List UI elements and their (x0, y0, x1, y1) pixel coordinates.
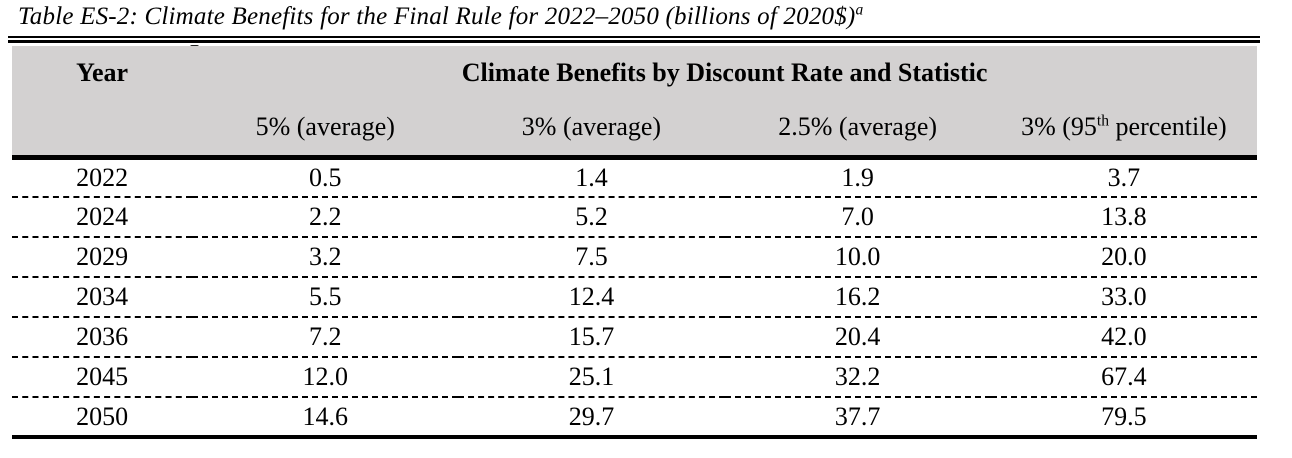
table-row-2036: 2036 7.2 15.7 20.4 42.0 (12, 316, 1257, 357)
col-header-spacer (12, 100, 193, 160)
table-header: Year Climate Benefits by Discount Rate a… (12, 46, 1257, 160)
value-cell: 7.0 (724, 196, 991, 237)
table-title-text: Table ES-2: Climate Benefits for the Fin… (18, 3, 856, 30)
year-cell: 2034 (12, 276, 193, 317)
value-cell: 5.5 (192, 276, 459, 317)
value-cell: 20.0 (990, 236, 1257, 277)
col-header-3pct-average: 3% (average) (458, 100, 725, 160)
year-cell: 2022 (76, 162, 129, 192)
year-cell: 2045 (12, 356, 193, 397)
title-double-rule (8, 36, 1260, 43)
value-cell: 3.7 (1107, 162, 1141, 192)
value-cell: 14.6 (192, 396, 459, 439)
value-cell: 32.2 (724, 356, 991, 397)
value-cell: 7.5 (458, 236, 725, 277)
climate-benefits-table: Year Climate Benefits by Discount Rate a… (12, 46, 1257, 439)
table-row-2050: 2050 14.6 29.7 37.7 79.5 (12, 396, 1257, 439)
value-cell: 20.4 (724, 316, 991, 357)
value-cell: 67.4 (990, 356, 1257, 397)
footnote-marker-a: a (855, 1, 864, 19)
value-cell: 1.4 (575, 162, 608, 192)
header-group-row: Year Climate Benefits by Discount Rate a… (12, 46, 1257, 100)
col-header-5pct-average: 5% (average) (192, 100, 459, 160)
value-cell: 15.7 (458, 316, 725, 357)
value-cell: 1.9 (841, 162, 874, 192)
header-columns-row: 5% (average) 3% (average) 2.5% (average)… (12, 100, 1257, 160)
value-cell: 5.2 (458, 196, 725, 237)
year-cell: 2024 (12, 196, 193, 237)
value-cell: 3.2 (192, 236, 459, 277)
table-row-2029: 2029 3.2 7.5 10.0 20.0 (12, 236, 1257, 277)
year-cell: 2050 (12, 396, 193, 439)
year-cell: 2036 (12, 316, 193, 357)
value-cell: 79.5 (990, 396, 1257, 439)
value-cell: 29.7 (458, 396, 725, 439)
year-cell: 2029 (12, 236, 193, 277)
value-cell: 37.7 (724, 396, 991, 439)
table-row-2045: 2045 12.0 25.1 32.2 67.4 (12, 356, 1257, 397)
value-cell: 7.2 (192, 316, 459, 357)
group-header: Climate Benefits by Discount Rate and St… (192, 46, 1257, 100)
value-cell: 2.2 (192, 196, 459, 237)
value-cell: 0.5 (308, 162, 342, 192)
value-cell: 42.0 (990, 316, 1257, 357)
col-header-2-5pct-average: 2.5% (average) (724, 100, 991, 160)
table-title: Table ES-2: Climate Benefits for the Fin… (18, 1, 864, 31)
value-cell: 10.0 (724, 236, 991, 277)
value-cell: 13.8 (990, 196, 1257, 237)
value-cell: 12.0 (192, 356, 459, 397)
table-row-2034: 2034 5.5 12.4 16.2 33.0 (12, 276, 1257, 317)
value-cell: 25.1 (458, 356, 725, 397)
table-body: 2022 0.5 1.4 1.9 3.7 2024 2.2 5.2 7.0 13… (12, 157, 1257, 439)
col-header-3pct-95th-percentile: 3% (95th percentile) (990, 100, 1257, 160)
table-row-2024: 2024 2.2 5.2 7.0 13.8 (12, 196, 1257, 237)
superscript-th: th (1096, 112, 1110, 130)
table-row-2022: 2022 0.5 1.4 1.9 3.7 (12, 157, 1257, 197)
value-cell: 12.4 (458, 276, 725, 317)
col-header-year: Year (12, 46, 193, 100)
value-cell: 33.0 (990, 276, 1257, 317)
value-cell: 16.2 (724, 276, 991, 317)
